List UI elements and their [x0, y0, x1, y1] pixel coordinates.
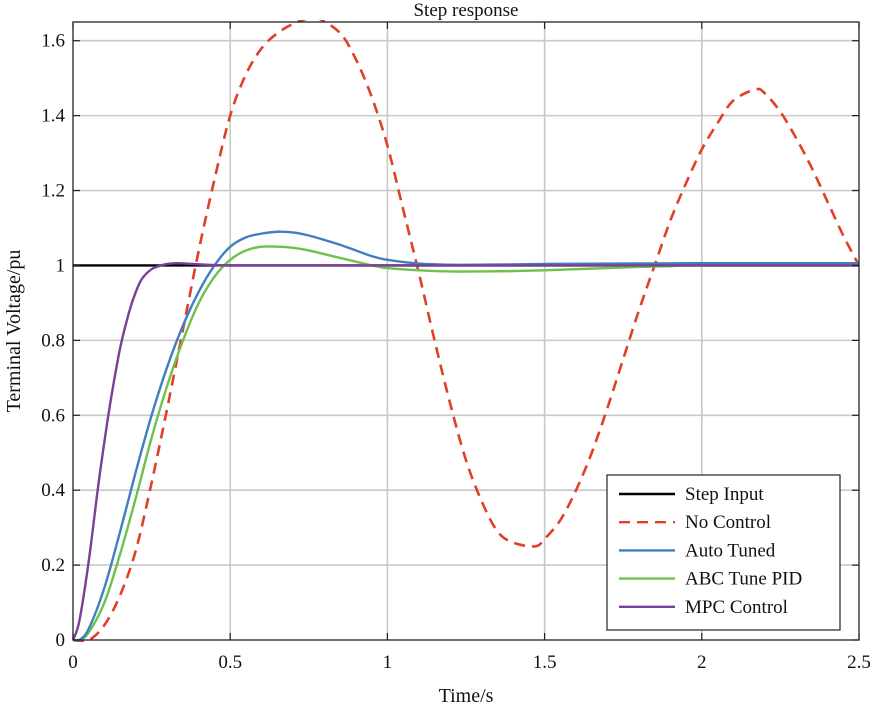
legend-box: [606, 474, 841, 631]
y-tick-label-3: 0.6: [41, 405, 65, 426]
y-axis-label: Terminal Voltage/pu: [3, 250, 25, 413]
legend-label-step-input: Step Input: [685, 484, 764, 505]
legend-label-mpc-control: MPC Control: [685, 597, 788, 618]
series-lines: [73, 20, 859, 642]
y-tick-label-7: 1.4: [41, 106, 65, 127]
legend-label-no-control: No Control: [685, 512, 771, 533]
y-tick-label-8: 1.6: [41, 31, 65, 52]
x-tick-label-3: 1.5: [533, 652, 557, 673]
plot-frame: [72, 21, 860, 641]
legend: Step Input No Control Auto Tuned ABC Tune P…: [606, 474, 841, 631]
series-line-mpc-control: [73, 261, 859, 641]
chart-title: Step response: [413, 0, 518, 21]
y-tick-label-6: 1.2: [41, 181, 65, 202]
y-tick-label-5: 1: [56, 255, 66, 276]
legend-label-auto-tuned: Auto Tuned: [685, 540, 776, 561]
x-tick-label-0: 0: [68, 652, 78, 673]
y-tick-label-1: 0.2: [41, 555, 65, 576]
x-tick-label-5: 2.5: [847, 652, 871, 673]
y-tick-label-2: 0.4: [41, 480, 65, 501]
x-tick-label-2: 1: [383, 652, 393, 673]
legend-label-abc-tune-pid: ABC Tune PID: [685, 569, 802, 590]
y-tick-label-0: 0: [56, 630, 66, 651]
x-tick-label-1: 0.5: [218, 652, 242, 673]
tick-labels: 0 0.5 1 1.5 2 2.5 0 0.2 0.4 0.6 0.8 1 1.2 1.4 1.6: [41, 22, 871, 673]
x-axis-label: Time/s: [439, 685, 494, 707]
y-tick-label-4: 0.8: [41, 330, 65, 351]
series-line-abc-tune-pid: [73, 245, 859, 642]
x-tick-label-4: 2: [697, 652, 707, 673]
